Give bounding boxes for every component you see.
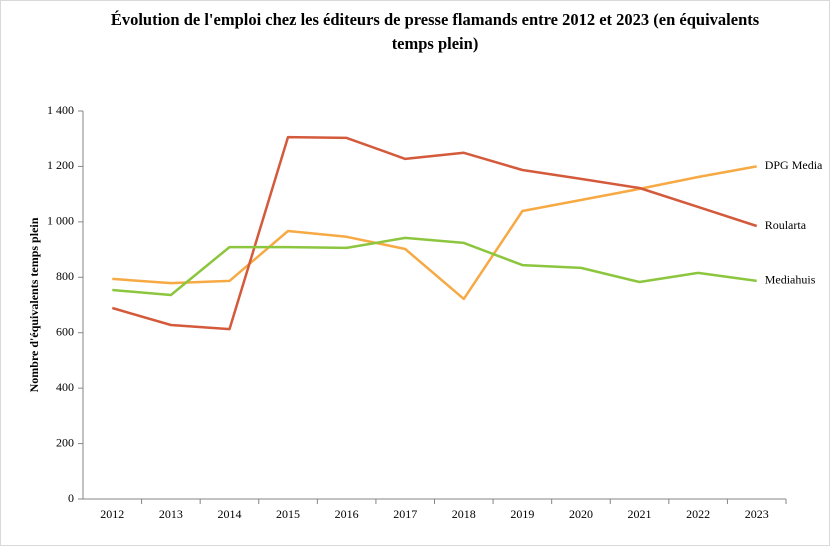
x-tick-label: 2020	[569, 507, 593, 521]
y-tick-label: 600	[56, 324, 74, 338]
y-tick-label: 0	[68, 491, 74, 505]
x-tick-label: 2014	[217, 507, 241, 521]
series-line	[111, 135, 758, 331]
y-tick-label: 1 200	[47, 158, 74, 172]
x-tick-label: 2015	[276, 507, 300, 521]
x-tick-label: 2019	[510, 507, 534, 521]
x-tick-label: 2013	[159, 507, 183, 521]
y-axis-label: Nombre d'équivalents temps plein	[27, 217, 41, 392]
series-label: DPG Media	[765, 158, 823, 172]
y-tick-label: 800	[56, 269, 74, 283]
x-tick-label: 2022	[686, 507, 710, 521]
x-tick-label: 2012	[100, 507, 124, 521]
series-label: Mediahuis	[765, 273, 816, 287]
chart-title: Évolution de l'emploi chez les éditeurs …	[110, 10, 760, 53]
series-label: Roularta	[765, 218, 807, 232]
x-tick-label: 2017	[393, 507, 417, 521]
x-tick-label: 2021	[628, 507, 652, 521]
x-tick-label: 2023	[745, 507, 769, 521]
y-tick-label: 400	[56, 380, 74, 394]
y-tick-label: 1 000	[47, 214, 74, 228]
y-tick-label: 200	[56, 435, 74, 449]
series-line	[112, 165, 757, 301]
x-tick-label: 2016	[335, 507, 359, 521]
series-line	[112, 236, 757, 297]
y-tick-label: 1 400	[47, 103, 74, 117]
x-tick-label: 2018	[452, 507, 476, 521]
